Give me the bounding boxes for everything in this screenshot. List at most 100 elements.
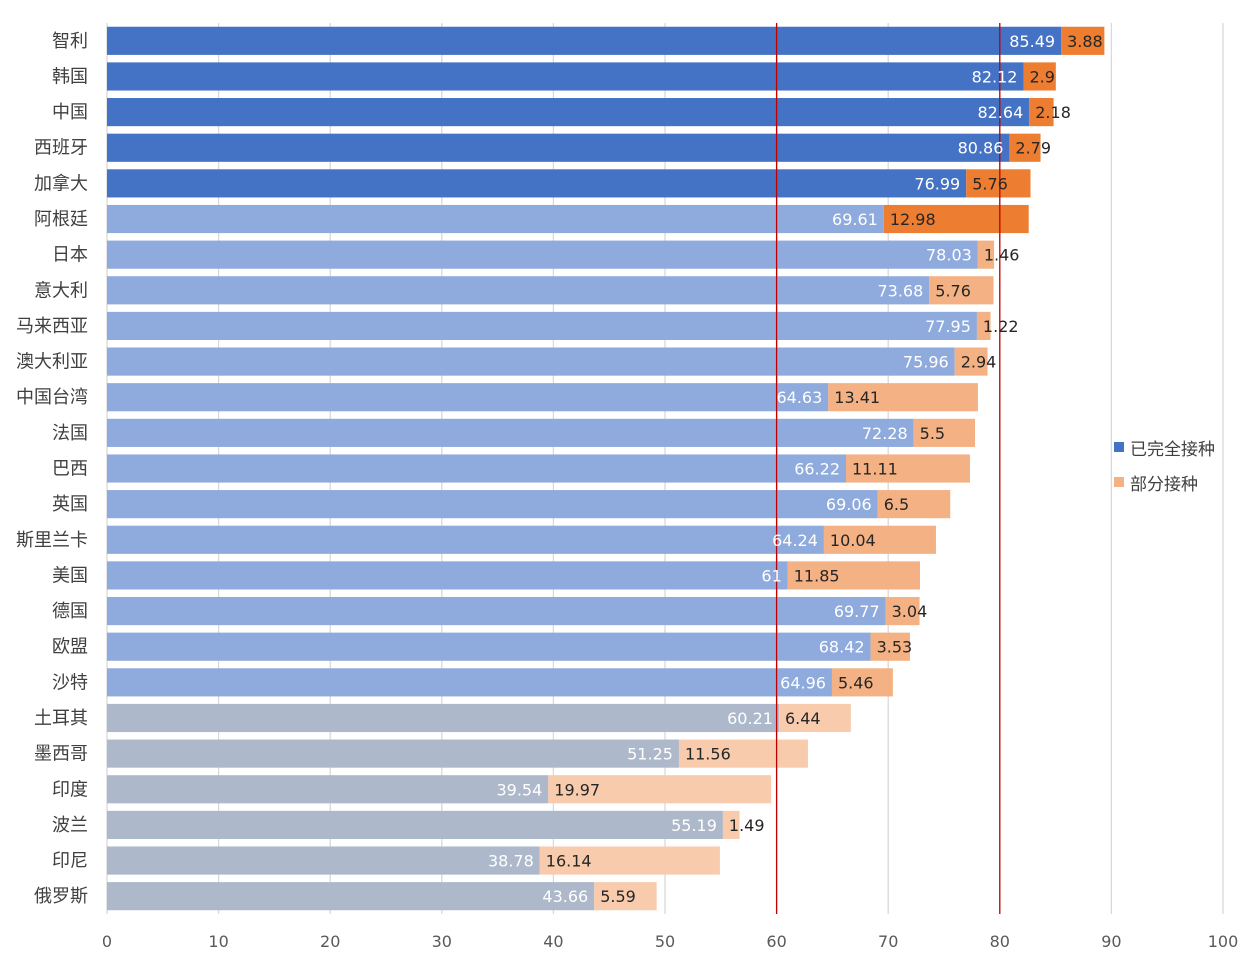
legend-item-partial: 部分接种 (1114, 471, 1215, 495)
data-label-full: 39.54 (496, 780, 542, 799)
bar-full (107, 490, 878, 519)
bar-partial (976, 311, 991, 341)
data-label-full: 82.64 (977, 103, 1023, 122)
category-label: 印尼 (52, 851, 88, 872)
data-label-partial: 13.41 (834, 388, 880, 407)
legend: 已完全接种 部分接种 (1114, 436, 1215, 506)
data-label-partial: 11.85 (794, 566, 840, 585)
data-label-partial: 5.5 (920, 424, 945, 443)
data-label-full: 80.86 (958, 139, 1004, 158)
legend-label-full: 已完全接种 (1130, 439, 1215, 460)
bar-partial (594, 882, 657, 911)
x-tick-label: 70 (878, 932, 898, 951)
bar-full (107, 454, 847, 483)
category-label: 马来西亚 (16, 316, 88, 337)
data-label-partial: 5.46 (838, 673, 874, 692)
category-label: 斯里兰卡 (16, 530, 88, 551)
bar-full (107, 846, 540, 875)
x-tick-label: 90 (1101, 932, 1121, 951)
bar-partial (831, 668, 893, 697)
bar-full (107, 882, 595, 911)
bar-full (107, 703, 779, 733)
data-label-partial: 10.04 (830, 531, 876, 550)
data-label-partial: 3.88 (1067, 32, 1103, 51)
bar-full (107, 418, 914, 447)
bar-full (107, 347, 955, 376)
category-label: 加拿大 (34, 172, 88, 194)
category-label: 美国 (52, 565, 88, 586)
legend-swatch-full (1114, 442, 1124, 452)
data-label-full: 82.12 (972, 67, 1018, 86)
category-label: 波兰 (52, 815, 88, 836)
data-label-full: 85.49 (1009, 32, 1055, 51)
bar-partial (722, 810, 740, 839)
data-label-partial: 2.79 (1015, 139, 1051, 158)
category-label: 巴西 (52, 459, 88, 480)
category-label: 法国 (52, 423, 88, 444)
x-tick-label: 60 (766, 932, 786, 951)
data-label-full: 78.03 (926, 246, 972, 265)
data-label-partial: 16.14 (546, 852, 592, 871)
bar-partial (778, 703, 851, 733)
bar-full (107, 169, 967, 198)
legend-item-full: 已完全接种 (1114, 436, 1215, 460)
category-label: 欧盟 (52, 637, 88, 658)
x-tick-label: 40 (543, 932, 563, 951)
x-tick-label: 100 (1208, 932, 1239, 951)
bar-partial (877, 490, 951, 519)
data-label-full: 72.28 (862, 424, 908, 443)
x-tick-label: 0 (102, 932, 112, 951)
bar-partial (678, 739, 808, 768)
data-label-partial: 3.04 (892, 602, 928, 621)
data-label-full: 73.68 (877, 281, 923, 300)
data-label-partial: 3.53 (877, 638, 913, 657)
bar-partial (846, 454, 971, 483)
bar-full (107, 98, 1030, 127)
bar-full (107, 383, 829, 412)
category-label: 俄罗斯 (34, 886, 88, 907)
category-label: 中国台湾 (16, 387, 88, 408)
bar-partial (1023, 62, 1056, 91)
data-label-full: 64.24 (772, 531, 818, 550)
category-label: 中国 (52, 102, 88, 123)
bar-full (107, 311, 977, 341)
data-label-full: 61 (761, 566, 781, 585)
bar-partial (1029, 98, 1054, 127)
data-label-full: 64.63 (776, 388, 822, 407)
bar-full (107, 775, 549, 804)
x-tick-label: 20 (320, 932, 340, 951)
category-label: 韩国 (52, 66, 88, 87)
data-label-partial: 2.9 (1029, 67, 1054, 86)
x-tick-label: 10 (208, 932, 228, 951)
category-label: 智利 (52, 31, 88, 52)
bar-full (107, 596, 886, 626)
data-label-full: 76.99 (914, 174, 960, 193)
data-label-full: 66.22 (794, 460, 840, 479)
data-label-partial: 19.97 (554, 780, 600, 799)
bar-partial (954, 347, 988, 376)
data-label-partial: 1.22 (983, 317, 1019, 336)
data-label-partial: 1.46 (984, 246, 1020, 265)
bar-full (107, 632, 871, 661)
data-label-full: 68.42 (819, 638, 865, 657)
data-label-partial: 2.94 (961, 353, 997, 372)
bar-full (107, 204, 884, 234)
x-axis-ticks: 0 10 20 30 40 50 60 70 80 90 100 (102, 932, 1238, 951)
bar-full (107, 668, 832, 697)
bar-full (107, 133, 1010, 162)
bar-partial (828, 383, 978, 412)
category-label: 日本 (52, 245, 88, 266)
data-label-full: 77.95 (925, 317, 971, 336)
bar-partial (885, 596, 920, 626)
data-labels: 85.49 3.88 82.12 2.9 82.64 2.18 80.86 2.79 76.99… (488, 32, 1103, 906)
category-labels: 智利韩国中国西班牙加拿大阿根廷日本意大利马来西亚澳大利亚中国台湾法国巴西英国斯里… (16, 31, 88, 907)
bar-partial (548, 775, 772, 804)
data-label-partial: 11.56 (685, 745, 731, 764)
data-label-full: 75.96 (903, 353, 949, 372)
data-label-full: 51.25 (627, 745, 673, 764)
bar-partial (966, 169, 1031, 198)
category-label: 墨西哥 (34, 744, 88, 765)
bar-partial (787, 561, 921, 590)
bar-full (107, 276, 930, 305)
reference-lines (775, 23, 1001, 914)
